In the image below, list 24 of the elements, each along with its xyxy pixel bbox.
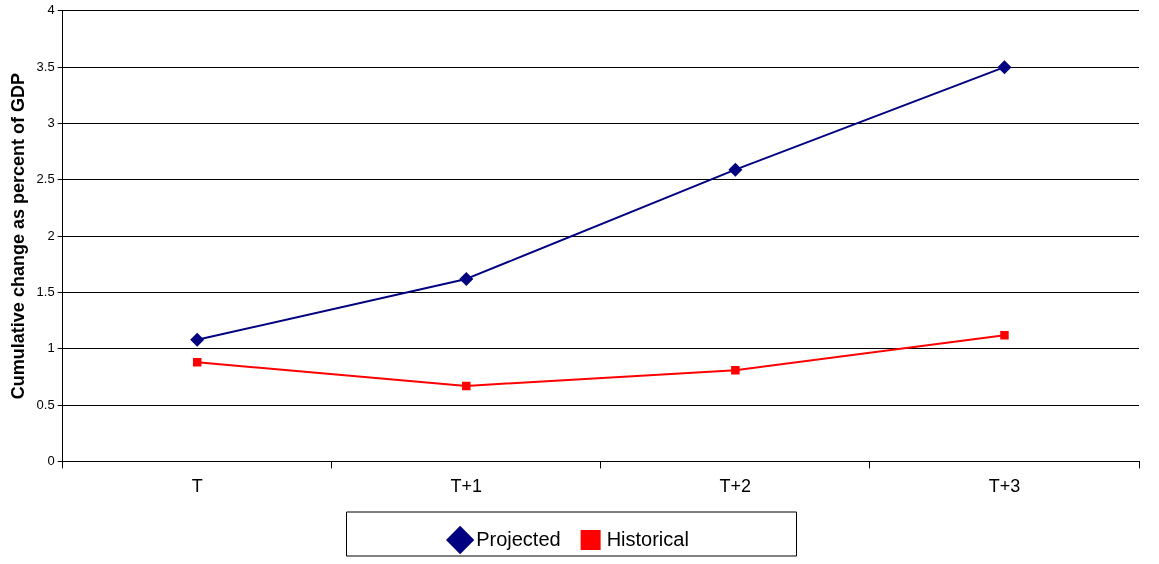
legend-label: Projected	[476, 527, 561, 550]
y-tick-label: 4	[47, 2, 55, 18]
point	[459, 271, 474, 286]
y-tick-label: 0.5	[36, 396, 55, 412]
y-tick-label: 2.5	[36, 171, 55, 187]
x-tick-label: T+1	[450, 476, 483, 497]
legend-label: Historical	[606, 527, 689, 550]
x-tick-label: T+2	[719, 476, 752, 497]
point	[731, 365, 740, 375]
y-tick-label: 0	[47, 452, 55, 468]
y-axis-title: Cumulative change as percent of GDP	[7, 73, 28, 400]
point	[192, 358, 202, 367]
x-tick-label: T	[191, 476, 203, 497]
y-tick-label: 1.5	[36, 284, 55, 299]
y-tick-label: 2	[47, 227, 55, 243]
point	[728, 162, 743, 177]
point	[190, 332, 205, 347]
point	[1000, 330, 1009, 340]
x-tick-label: T+3	[988, 476, 1021, 497]
y-tick-label: 3.5	[36, 58, 55, 74]
y-tick-label: 1	[47, 340, 55, 356]
point	[462, 381, 471, 391]
y-tick-label: 3	[47, 115, 55, 131]
point	[997, 60, 1012, 75]
